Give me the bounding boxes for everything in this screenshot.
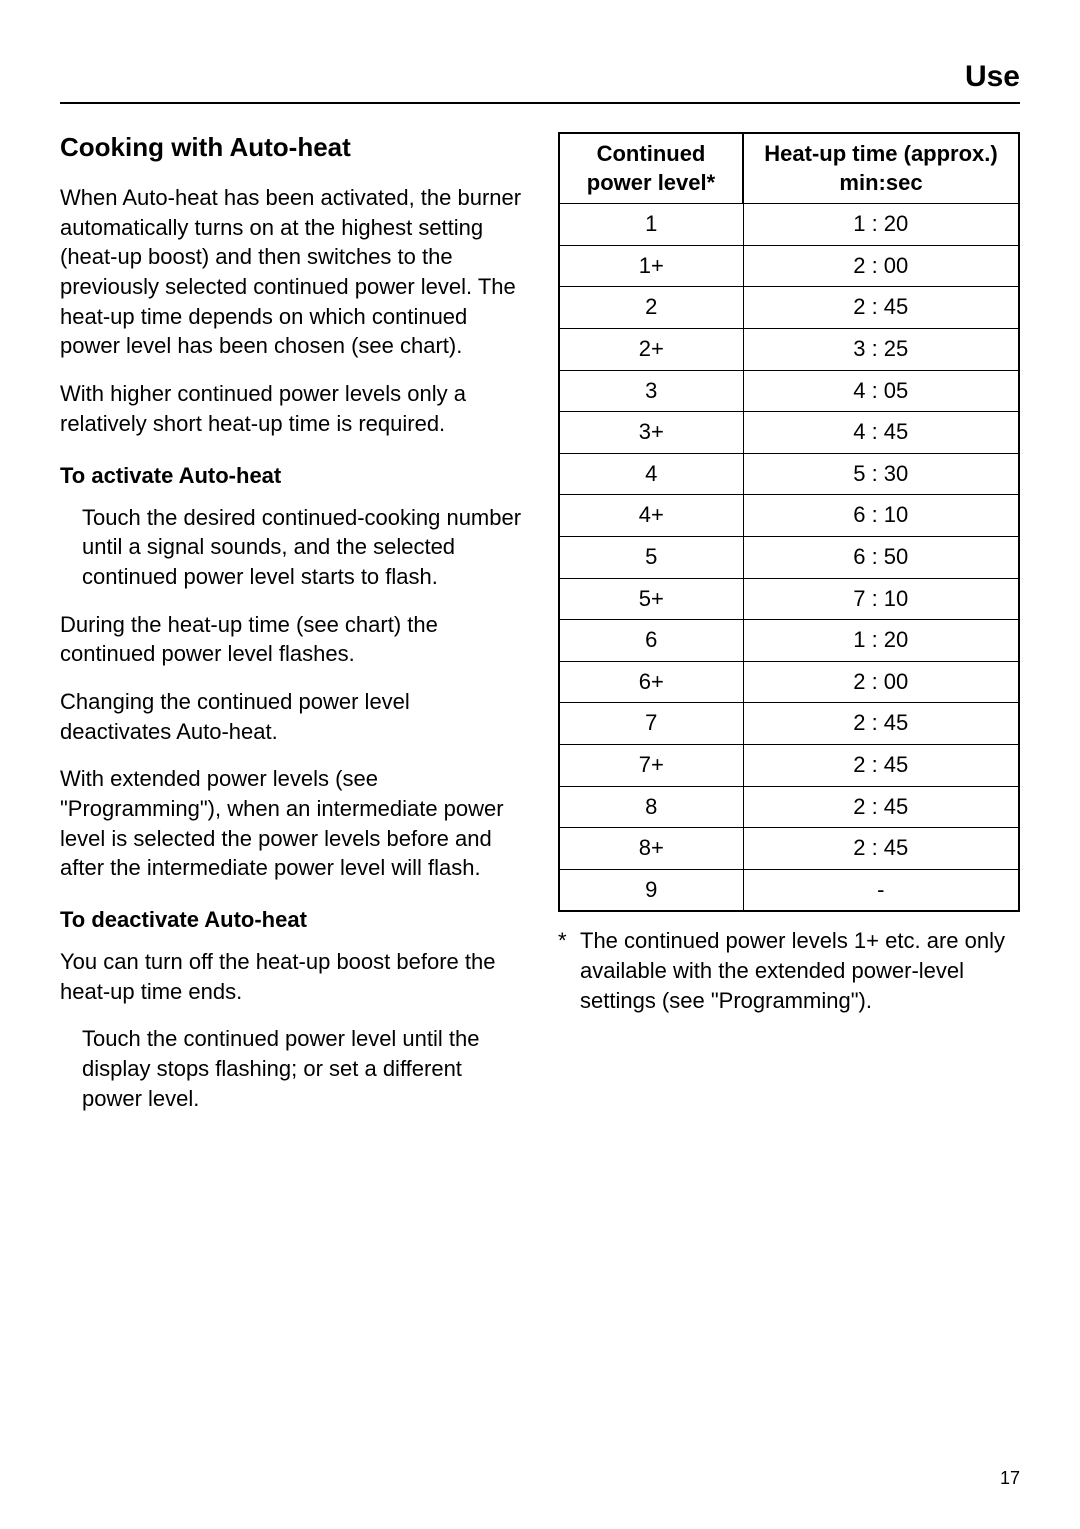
paragraph-note: With higher continued power levels only …	[60, 379, 522, 438]
right-column: Continued power level* Heat-up time (app…	[558, 132, 1020, 1132]
cell-power-level: 2+	[559, 328, 743, 370]
table-row: 6+2 : 00	[559, 661, 1019, 703]
table-row: 56 : 50	[559, 536, 1019, 578]
cell-power-level: 2	[559, 287, 743, 329]
paragraph-activate-step: Touch the desired continued-cooking numb…	[82, 503, 522, 592]
cell-heatup-time: 5 : 30	[743, 453, 1019, 495]
heading-deactivate: To deactivate Auto-heat	[60, 907, 522, 933]
cell-heatup-time: 4 : 05	[743, 370, 1019, 412]
section-header: Use	[60, 60, 1020, 104]
table-row: 22 : 45	[559, 287, 1019, 329]
footnote-text: The continued power levels 1+ etc. are o…	[580, 926, 1020, 1015]
cell-heatup-time: 2 : 45	[743, 287, 1019, 329]
table-header-row: Continued power level* Heat-up time (app…	[559, 133, 1019, 204]
cell-power-level: 4+	[559, 495, 743, 537]
table-row: 3+4 : 45	[559, 412, 1019, 454]
table-row: 34 : 05	[559, 370, 1019, 412]
table-row: 72 : 45	[559, 703, 1019, 745]
cell-heatup-time: -	[743, 869, 1019, 911]
cell-power-level: 8+	[559, 828, 743, 870]
cell-heatup-time: 7 : 10	[743, 578, 1019, 620]
table-row: 5+7 : 10	[559, 578, 1019, 620]
table-row: 61 : 20	[559, 620, 1019, 662]
cell-heatup-time: 2 : 00	[743, 245, 1019, 287]
cell-power-level: 1	[559, 204, 743, 246]
cell-heatup-time: 1 : 20	[743, 620, 1019, 662]
footnote: * The continued power levels 1+ etc. are…	[558, 926, 1020, 1015]
cell-heatup-time: 4 : 45	[743, 412, 1019, 454]
left-column: Cooking with Auto-heat When Auto-heat ha…	[60, 132, 522, 1132]
table-row: 8+2 : 45	[559, 828, 1019, 870]
table-header-level: Continued power level*	[559, 133, 743, 204]
cell-power-level: 5+	[559, 578, 743, 620]
heatup-table: Continued power level* Heat-up time (app…	[558, 132, 1020, 912]
page-subtitle: Cooking with Auto-heat	[60, 132, 522, 163]
cell-heatup-time: 2 : 45	[743, 786, 1019, 828]
page-number: 17	[1000, 1468, 1020, 1489]
cell-power-level: 7	[559, 703, 743, 745]
cell-heatup-time: 1 : 20	[743, 204, 1019, 246]
footnote-marker: *	[558, 926, 580, 1015]
paragraph-extended-info: With extended power levels (see "Program…	[60, 764, 522, 883]
paragraph-deactivate-intro: You can turn off the heat-up boost befor…	[60, 947, 522, 1006]
cell-heatup-time: 6 : 50	[743, 536, 1019, 578]
table-header-time: Heat-up time (approx.) min:sec	[743, 133, 1019, 204]
cell-heatup-time: 2 : 45	[743, 828, 1019, 870]
cell-heatup-time: 2 : 45	[743, 744, 1019, 786]
table-row: 2+3 : 25	[559, 328, 1019, 370]
cell-heatup-time: 6 : 10	[743, 495, 1019, 537]
cell-power-level: 4	[559, 453, 743, 495]
paragraph-intro: When Auto-heat has been activated, the b…	[60, 183, 522, 361]
table-row: 7+2 : 45	[559, 744, 1019, 786]
cell-power-level: 8	[559, 786, 743, 828]
heading-activate: To activate Auto-heat	[60, 463, 522, 489]
table-row: 9-	[559, 869, 1019, 911]
content-columns: Cooking with Auto-heat When Auto-heat ha…	[60, 132, 1020, 1132]
paragraph-heatup-info: During the heat-up time (see chart) the …	[60, 610, 522, 669]
cell-power-level: 9	[559, 869, 743, 911]
cell-power-level: 5	[559, 536, 743, 578]
cell-power-level: 6	[559, 620, 743, 662]
paragraph-change-info: Changing the continued power level deact…	[60, 687, 522, 746]
cell-heatup-time: 3 : 25	[743, 328, 1019, 370]
cell-power-level: 1+	[559, 245, 743, 287]
cell-heatup-time: 2 : 45	[743, 703, 1019, 745]
cell-power-level: 6+	[559, 661, 743, 703]
table-row: 82 : 45	[559, 786, 1019, 828]
cell-power-level: 7+	[559, 744, 743, 786]
paragraph-deactivate-step: Touch the continued power level until th…	[82, 1024, 522, 1113]
cell-power-level: 3	[559, 370, 743, 412]
table-row: 1+2 : 00	[559, 245, 1019, 287]
table-row: 11 : 20	[559, 204, 1019, 246]
cell-heatup-time: 2 : 00	[743, 661, 1019, 703]
cell-power-level: 3+	[559, 412, 743, 454]
table-row: 4+6 : 10	[559, 495, 1019, 537]
table-row: 45 : 30	[559, 453, 1019, 495]
